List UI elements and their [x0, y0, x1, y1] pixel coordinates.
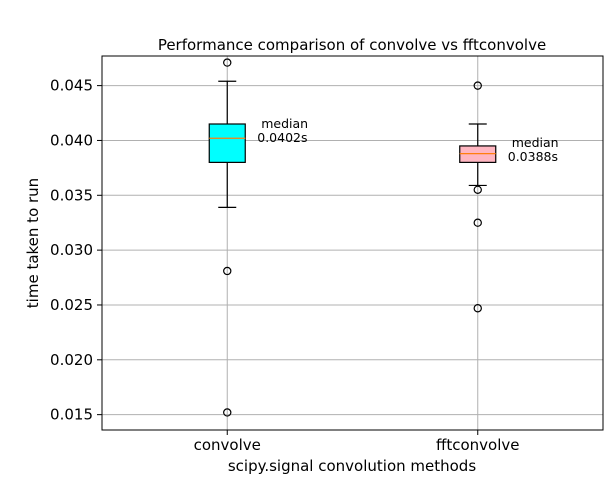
grid — [102, 56, 603, 430]
x-tick-label: fftconvolve — [436, 436, 519, 454]
outlier-point — [473, 304, 482, 313]
y-tick-label: 0.025 — [50, 296, 93, 314]
y-tick-label: 0.040 — [50, 131, 93, 149]
median-annotation-title: median — [261, 116, 308, 131]
outlier-point — [223, 266, 232, 276]
y-tick-label: 0.045 — [50, 77, 93, 95]
axis-ticks: 0.015 0.020 0.025 0.030 0.035 0.040 0.045 convo… — [50, 77, 519, 454]
y-tick-label: 0.035 — [50, 186, 93, 204]
outlier-point — [223, 58, 232, 67]
median-annotation-title: median — [512, 135, 559, 150]
y-tick-label: 0.030 — [50, 241, 93, 259]
x-axis-label: scipy.signal convolution methods — [228, 457, 476, 475]
y-tick-label: 0.015 — [50, 406, 93, 424]
outlier-point — [473, 218, 482, 227]
outlier-point — [473, 81, 482, 90]
chart-title: Performance comparison of convolve vs ff… — [158, 36, 546, 54]
outlier-point — [473, 185, 482, 195]
y-axis-label: time taken to run — [24, 178, 42, 308]
median-annotation-value: 0.0402s — [257, 130, 307, 145]
box — [208, 123, 246, 163]
plot-frame — [101, 55, 604, 431]
x-tick-label: convolve — [194, 436, 261, 454]
median-annotation-value: 0.0388s — [508, 149, 558, 164]
y-tick-label: 0.020 — [50, 351, 93, 369]
outlier-point — [223, 408, 232, 417]
